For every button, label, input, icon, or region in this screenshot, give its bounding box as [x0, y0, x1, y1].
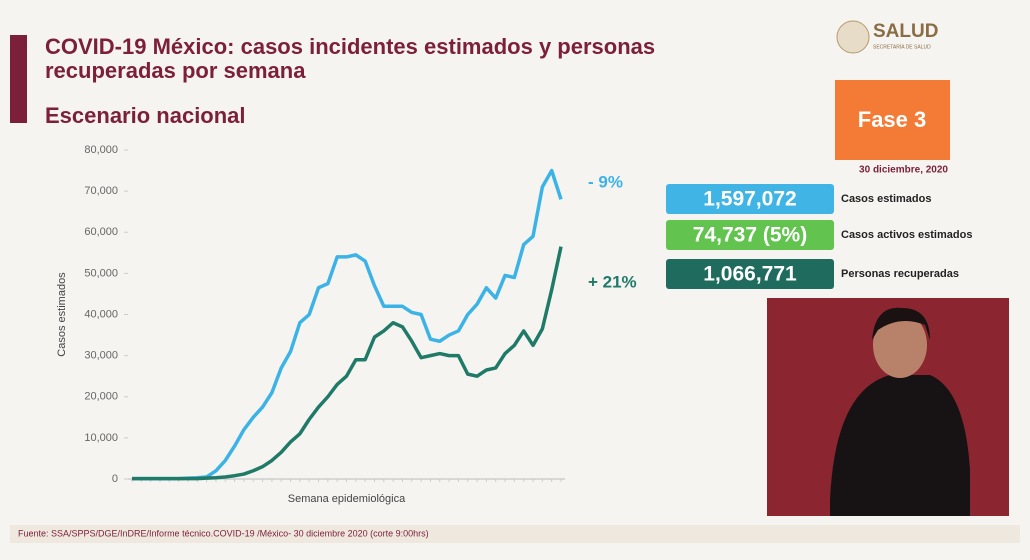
title-line: COVID-19 México: casos incidentes estima…: [45, 34, 655, 59]
stat-value: 1,066,771: [703, 263, 797, 286]
stat-label: Personas recuperadas: [841, 268, 959, 280]
stat-value: 74,737 (5%): [693, 224, 807, 247]
person-body: [830, 375, 970, 516]
stat-label: Casos estimados: [841, 193, 931, 205]
phase-box: [835, 80, 950, 160]
y-tick-label: 50,000: [84, 267, 118, 279]
brand-sub: SECRETARÍA DE SALUD: [873, 43, 931, 50]
y-tick-label: 70,000: [84, 185, 118, 197]
footer-bar: [10, 525, 1020, 543]
y-tick-label: 0: [112, 473, 118, 485]
stat-box: [666, 184, 834, 214]
stat-box: [666, 259, 834, 289]
person-hair: [872, 307, 930, 340]
person-face: [873, 312, 927, 378]
title-line: recuperadas por semana: [45, 58, 306, 83]
y-tick-label: 80,000: [84, 144, 118, 156]
y-tick-label: 60,000: [84, 226, 118, 238]
y-tick-label: 30,000: [84, 350, 118, 362]
y-tick-label: 10,000: [84, 432, 118, 444]
y-tick-label: 40,000: [84, 308, 118, 320]
series-line: [132, 246, 563, 481]
stat-box: [666, 220, 834, 250]
subtitle: Escenario nacional: [45, 103, 246, 128]
phase: Fase 3: [858, 107, 927, 132]
y-axis-label: Casos estimados: [56, 272, 68, 357]
accent-bar: [10, 35, 27, 123]
logo-seal: [836, 20, 870, 54]
stat-label: Casos activos estimados: [841, 229, 972, 241]
y-tick-label: 20,000: [84, 391, 118, 403]
x-axis-label: Semana epidemiológica: [288, 493, 406, 505]
stat-value: 1,597,072: [703, 188, 796, 211]
date: 30 diciembre, 2020: [859, 165, 948, 176]
brand: SALUD: [873, 21, 938, 42]
annotation: + 21%: [588, 272, 637, 291]
annotation: - 9%: [588, 172, 623, 191]
series-line: [132, 168, 563, 481]
footer: Fuente: SSA/SPPS/DGE/InDRE/Informe técni…: [18, 528, 429, 538]
